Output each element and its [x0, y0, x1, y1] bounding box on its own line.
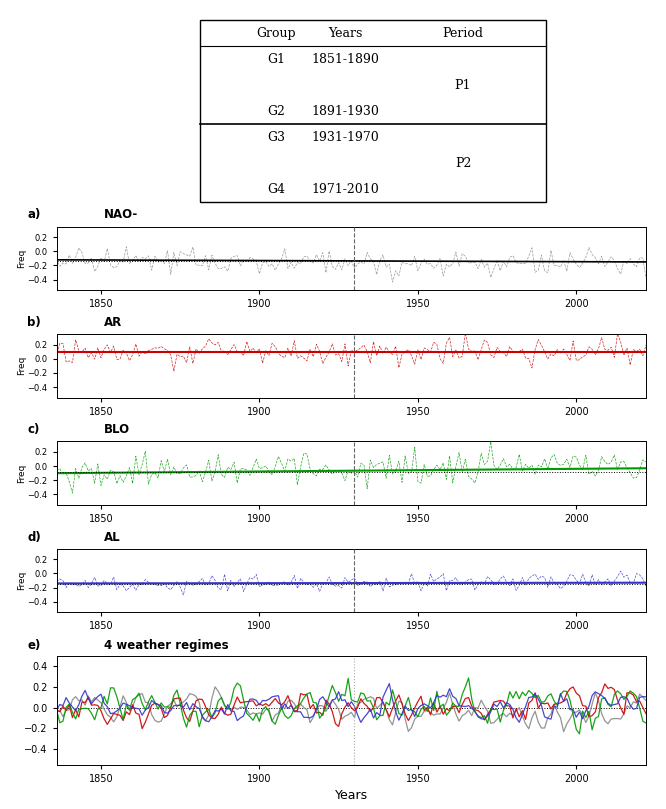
Y-axis label: Freq: Freq [17, 248, 26, 268]
Text: 1851-1890: 1851-1890 [311, 53, 379, 66]
Text: Group: Group [256, 27, 296, 40]
Text: e): e) [27, 639, 41, 652]
Text: G4: G4 [267, 183, 285, 196]
Y-axis label: Freq: Freq [17, 356, 26, 375]
Text: 1971-2010: 1971-2010 [312, 183, 379, 196]
Text: c): c) [27, 423, 39, 436]
Y-axis label: Freq: Freq [17, 464, 26, 483]
Y-axis label: Freq: Freq [17, 571, 26, 591]
Text: AR: AR [104, 316, 122, 328]
Text: NAO-: NAO- [104, 209, 138, 222]
Text: 1931-1970: 1931-1970 [312, 131, 379, 144]
Text: 4 weather regimes: 4 weather regimes [104, 639, 228, 652]
Text: Years: Years [328, 27, 362, 40]
Text: BLO: BLO [104, 423, 130, 436]
Text: G1: G1 [267, 53, 285, 66]
Text: P1: P1 [455, 78, 472, 91]
Text: 1891-1930: 1891-1930 [311, 104, 379, 118]
Text: Period: Period [442, 27, 484, 40]
Text: P2: P2 [455, 157, 471, 170]
Text: d): d) [27, 531, 41, 544]
X-axis label: Years: Years [335, 789, 368, 802]
Text: G2: G2 [267, 104, 285, 118]
Text: a): a) [27, 209, 41, 222]
Text: AL: AL [104, 531, 121, 544]
Text: b): b) [27, 316, 41, 328]
Text: G3: G3 [267, 131, 285, 144]
